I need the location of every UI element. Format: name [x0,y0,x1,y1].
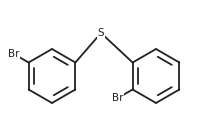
Text: Br: Br [8,49,19,59]
Text: S: S [98,28,104,38]
Text: Br: Br [112,93,123,103]
